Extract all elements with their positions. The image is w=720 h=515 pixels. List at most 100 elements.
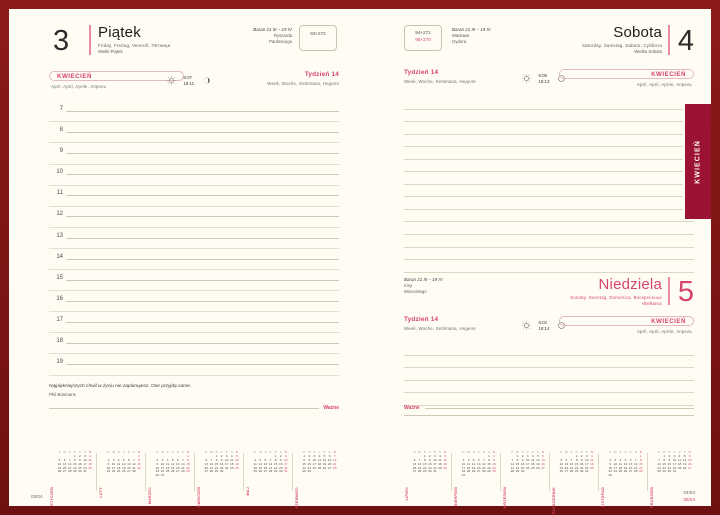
- mini-calendar-day[interactable]: 15: [214, 461, 219, 466]
- mini-calendar-day[interactable]: 10: [160, 461, 165, 466]
- mini-calendar-day[interactable]: 5: [122, 457, 125, 462]
- mini-calendar-day[interactable]: 11: [117, 461, 121, 466]
- note-line[interactable]: [404, 135, 694, 148]
- mini-calendar-day[interactable]: 22: [515, 465, 520, 470]
- mini-calendar-day[interactable]: 28: [132, 469, 136, 474]
- mini-calendar-day[interactable]: 18: [165, 465, 170, 470]
- mini-calendar-day[interactable]: 16: [307, 461, 311, 466]
- mini-calendar-day[interactable]: 20: [176, 465, 180, 470]
- mini-calendar-day[interactable]: 6: [205, 457, 208, 462]
- mini-calendar-day[interactable]: 17: [433, 461, 437, 466]
- mini-calendar-day[interactable]: 18: [88, 461, 92, 466]
- mini-calendar-day[interactable]: 30: [155, 473, 160, 478]
- mini-calendar-day[interactable]: 19: [682, 461, 687, 466]
- mini-calendar-day[interactable]: 6: [542, 453, 544, 458]
- mini-calendar-day[interactable]: 19: [322, 461, 327, 466]
- mini-calendar-day[interactable]: 22: [186, 465, 190, 470]
- mini-calendar-day[interactable]: 7: [210, 457, 213, 462]
- mini-calendar-day[interactable]: 8: [575, 457, 578, 462]
- note-line[interactable]: [404, 356, 694, 369]
- note-line[interactable]: [404, 122, 694, 135]
- note-line[interactable]: [404, 235, 694, 248]
- mini-calendar-day[interactable]: 27: [263, 469, 268, 474]
- mini-calendar-day[interactable]: 26: [443, 465, 447, 470]
- mini-calendar-day[interactable]: 29: [214, 469, 219, 474]
- mini-calendar-day[interactable]: 21: [268, 465, 273, 470]
- mini-calendar-day[interactable]: 14: [181, 461, 185, 466]
- mini-calendar-day[interactable]: 14: [132, 461, 136, 466]
- month-side-tab[interactable]: KWIECIEŃ: [683, 104, 711, 219]
- mini-calendar-day[interactable]: 15: [137, 461, 141, 466]
- mini-calendar-day[interactable]: 17: [160, 465, 165, 470]
- mini-calendar-day[interactable]: 17: [284, 461, 288, 466]
- mini-calendar-day[interactable]: 26: [322, 465, 327, 470]
- mini-calendar-day[interactable]: [234, 470, 239, 474]
- mini-calendar-day[interactable]: 19: [235, 461, 239, 466]
- mini-calendar-day[interactable]: 11: [531, 457, 535, 462]
- mini-calendar-day[interactable]: 9: [609, 461, 612, 466]
- mini-calendar-day[interactable]: 26: [57, 469, 62, 474]
- mini-calendar-day[interactable]: 20: [327, 461, 332, 466]
- mini-calendar-day[interactable]: 13: [263, 461, 268, 466]
- mini-calendar-day[interactable]: 15: [423, 461, 427, 466]
- mini-calendar-day[interactable]: 2: [279, 453, 282, 458]
- mini-calendar-day[interactable]: 9: [493, 457, 495, 462]
- mini-calendar-day[interactable]: 28: [68, 469, 72, 474]
- mini-calendar-day[interactable]: 15: [73, 461, 77, 466]
- mini-calendar-day[interactable]: 21: [132, 465, 136, 470]
- mini-calendar-month[interactable]: MAJ P W Ś C P S N 1 2 3 4 5 6 7 8 9 10 11 12 13 14 15 16 17 18 19 2…: [245, 450, 291, 495]
- mini-calendar-day[interactable]: 2: [428, 453, 431, 458]
- mini-calendar-day[interactable]: 18: [438, 461, 442, 466]
- mini-calendar-day[interactable]: 3: [112, 457, 115, 462]
- mini-calendar-day[interactable]: 6: [629, 457, 632, 462]
- mini-calendar-day[interactable]: 9: [79, 457, 81, 462]
- mini-calendar-day[interactable]: 13: [564, 461, 569, 466]
- mini-calendar-day[interactable]: 12: [682, 457, 687, 462]
- mini-calendar-day[interactable]: 19: [471, 465, 476, 470]
- mini-calendar-day[interactable]: 16: [155, 465, 160, 470]
- mini-calendar-day[interactable]: 6: [63, 457, 66, 462]
- mini-calendar-day[interactable]: 24: [672, 465, 677, 470]
- mini-calendar-day[interactable]: 3: [225, 453, 228, 458]
- mini-calendar-day[interactable]: [443, 470, 448, 474]
- mini-calendar-day[interactable]: 30: [307, 469, 311, 474]
- mini-calendar-day[interactable]: 21: [181, 465, 185, 470]
- mini-calendar-day[interactable]: 12: [559, 461, 564, 466]
- mini-calendar-day[interactable]: 16: [428, 461, 432, 466]
- mini-calendar-day[interactable]: 4: [230, 453, 233, 458]
- mini-calendar-day[interactable]: 5: [323, 453, 326, 458]
- mini-calendar-day[interactable]: 13: [176, 461, 180, 466]
- mini-calendar-day[interactable]: 30: [278, 469, 283, 474]
- note-line[interactable]: [404, 343, 694, 356]
- mini-calendar-day[interactable]: 20: [412, 465, 417, 470]
- mini-calendar-day[interactable]: 25: [618, 469, 623, 474]
- mini-calendar-day[interactable]: 4: [166, 457, 169, 462]
- mini-calendar-day[interactable]: 1: [138, 453, 140, 458]
- mini-calendar-day[interactable]: 2: [668, 453, 671, 458]
- mini-calendar-day[interactable]: 23: [492, 465, 496, 470]
- mini-calendar-day[interactable]: 4: [254, 457, 257, 462]
- mini-calendar-day[interactable]: 9: [107, 461, 110, 466]
- sunday-note-lines[interactable]: [404, 343, 694, 406]
- note-line[interactable]: [404, 248, 694, 261]
- mini-calendar-day[interactable]: 8: [274, 457, 277, 462]
- mini-calendar-day[interactable]: 2: [493, 453, 495, 458]
- mini-calendar-day[interactable]: 31: [284, 469, 288, 474]
- mini-calendar-day[interactable]: 22: [137, 465, 141, 470]
- mini-calendar-day[interactable]: 25: [88, 465, 92, 470]
- note-line[interactable]: [404, 185, 694, 198]
- mini-calendar-day[interactable]: 25: [438, 465, 442, 470]
- mini-calendar-day[interactable]: 23: [608, 469, 612, 474]
- mini-calendar-day[interactable]: 23: [106, 469, 111, 474]
- mini-calendar-month[interactable]: SIERPIEŃ P W Ś C P S N 1 2 3 4 5 6 7 8 9 10 11 12 13 14 15 16 17…: [453, 450, 499, 506]
- mini-calendar-day[interactable]: 5: [171, 457, 174, 462]
- mini-calendar-day[interactable]: 5: [624, 457, 627, 462]
- mini-calendar-day[interactable]: 7: [418, 457, 421, 462]
- mini-calendar-day[interactable]: 15: [487, 461, 491, 466]
- mini-calendar-month[interactable]: CZERWIEC P W Ś C P S N 1 2 3 4 5 6 7 8 9 10 11 12 13 14 15 16 17…: [294, 450, 340, 508]
- mini-calendar-day[interactable]: 14: [417, 461, 422, 466]
- mini-calendar-day[interactable]: 20: [564, 465, 569, 470]
- mini-calendar-day[interactable]: 29: [186, 469, 190, 474]
- mini-calendar-day[interactable]: 14: [332, 457, 337, 462]
- hour-row[interactable]: 17: [49, 312, 339, 333]
